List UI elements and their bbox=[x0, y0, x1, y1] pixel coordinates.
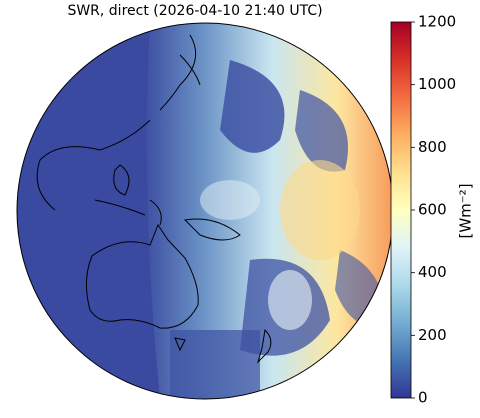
coastlines bbox=[36, 34, 272, 364]
colorbar-tick-label: 400 bbox=[418, 263, 447, 281]
colorbar-label: [Wm⁻²] bbox=[457, 183, 475, 238]
colorbar-tick-label: 1000 bbox=[418, 75, 456, 93]
colorbar-tick-label: 600 bbox=[418, 201, 447, 219]
colorbar-tick-label: 1200 bbox=[418, 13, 456, 31]
colorbar-tick-label: 800 bbox=[418, 138, 447, 156]
colorbar-fill bbox=[390, 21, 412, 399]
colorbar-tick-label: 0 bbox=[418, 389, 428, 407]
colorbar: 0 200 400 600 800 1000 1200 bbox=[390, 13, 456, 407]
globe bbox=[17, 23, 393, 399]
colorbar-tick-label: 200 bbox=[418, 326, 447, 344]
title: SWR, direct (2026-04-10 21:40 UTC) bbox=[67, 3, 322, 19]
